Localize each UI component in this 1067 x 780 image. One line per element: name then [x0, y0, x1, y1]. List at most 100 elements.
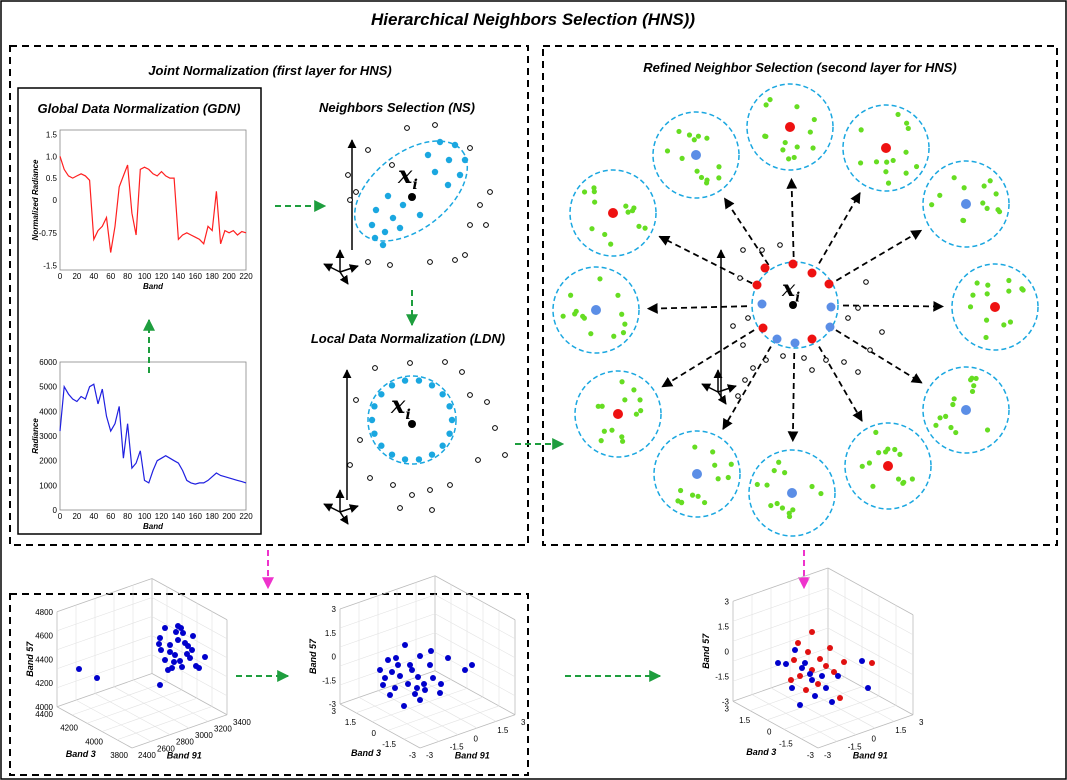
- scatter-point-blue: [812, 693, 818, 699]
- satellite-point: [790, 507, 796, 513]
- z-axis-label: Band 3: [746, 747, 776, 757]
- satellite-point: [622, 397, 628, 403]
- satellite-point: [619, 379, 625, 385]
- non-neighbor-point: [459, 369, 465, 375]
- scatter-point: [414, 685, 420, 691]
- box-edge: [817, 714, 914, 749]
- box-edge: [732, 700, 819, 749]
- box-edge: [434, 575, 516, 621]
- refined-selection-panel: [542, 45, 1058, 546]
- axis-arrow: [323, 263, 341, 273]
- x-tick-label: 0: [872, 734, 877, 743]
- satellite-point: [692, 444, 698, 450]
- x-tick-label: 80: [123, 512, 132, 521]
- z-tick-label: 0: [372, 729, 377, 738]
- ring-point: [826, 302, 836, 312]
- x-tick-label: -1.5: [848, 743, 862, 752]
- satellite-point: [768, 502, 774, 509]
- non-neighbor-point: [387, 262, 393, 268]
- scatter-point-blue: [807, 671, 813, 677]
- satellite-point: [712, 462, 718, 468]
- satellite-point: [636, 223, 642, 229]
- satellite-point: [960, 217, 966, 223]
- grid-line: [434, 632, 516, 678]
- non-neighbor-point: [367, 475, 373, 481]
- scatter-point-red: [837, 695, 843, 701]
- satellite-center: [961, 199, 971, 209]
- satellite-center: [608, 208, 618, 218]
- scatter-point: [180, 630, 186, 636]
- neighbor-point: [378, 391, 385, 398]
- non-neighbor-point: [745, 315, 751, 321]
- satellite-point: [695, 493, 701, 499]
- satellite-point: [764, 482, 770, 488]
- non-neighbor-point: [429, 507, 435, 513]
- neighbor-point: [436, 138, 444, 146]
- scatter-point-red: [791, 657, 797, 663]
- neighbor-arrow: [661, 329, 755, 388]
- satellite-point: [763, 133, 769, 140]
- satellite-point: [794, 104, 800, 110]
- scatter-point: [422, 687, 428, 693]
- neighbor-point: [416, 211, 424, 219]
- non-neighbor-point: [780, 353, 786, 359]
- satellite-point: [676, 128, 682, 135]
- y-tick-label: 0: [53, 196, 58, 205]
- satellite-point: [951, 175, 957, 181]
- satellite-point: [903, 170, 909, 176]
- non-neighbor-point: [442, 359, 448, 365]
- neighbor-point: [384, 192, 392, 200]
- scatter-point-blue: [802, 660, 808, 666]
- neighbor-point: [378, 442, 385, 449]
- z-tick-label: 1.5: [739, 716, 751, 725]
- x-tick-label: 3: [521, 718, 526, 727]
- satellite-point: [811, 116, 817, 123]
- refined-title: Refined Neighbor Selection (second layer…: [643, 60, 957, 75]
- x-tick-label: 180: [206, 512, 220, 521]
- satellite-point: [1020, 287, 1026, 293]
- satellite-point: [629, 208, 636, 214]
- grid-line: [339, 632, 436, 667]
- non-neighbor-point: [390, 482, 396, 488]
- neighbor-arrow: [835, 329, 923, 384]
- box-edge: [151, 578, 228, 621]
- non-neighbor-point: [740, 247, 746, 253]
- box-edge: [56, 706, 133, 749]
- satellite-point: [779, 505, 786, 511]
- satellite-point: [689, 492, 696, 498]
- satellite-point: [620, 330, 627, 336]
- satellite-point: [679, 155, 685, 161]
- ring-point: [788, 259, 798, 269]
- scatter-point: [171, 659, 177, 665]
- satellite-point: [892, 446, 898, 453]
- scatter-point-blue: [819, 673, 825, 679]
- grid-line: [387, 696, 484, 731]
- joint-normalization-panel: [9, 45, 529, 546]
- scatter-point: [427, 662, 433, 668]
- satellite-point: [1006, 277, 1012, 284]
- scatter-point-red: [803, 687, 809, 693]
- box-edge: [827, 667, 914, 716]
- z-tick-label: -3: [807, 751, 815, 760]
- neighbor-point: [424, 151, 432, 159]
- neighbor-arrow: [786, 177, 798, 258]
- scatter-point: [415, 674, 421, 680]
- grid-line: [415, 677, 497, 722]
- local-normalization-diagram: xi: [323, 359, 508, 525]
- satellite-center: [961, 405, 971, 415]
- box-edge: [131, 714, 228, 749]
- non-neighbor-point: [397, 505, 403, 511]
- axis-arrow: [339, 271, 349, 285]
- satellite-point: [1001, 322, 1007, 328]
- satellite-point: [895, 111, 901, 118]
- satellite-point: [698, 174, 705, 181]
- satellite-point: [623, 203, 629, 209]
- satellite-point: [704, 135, 710, 141]
- satellite-point: [901, 479, 907, 485]
- z-tick-label: 0: [767, 728, 772, 737]
- scatter-point: [380, 682, 386, 688]
- non-neighbor-point: [777, 242, 783, 248]
- satellite-point: [794, 144, 800, 150]
- satellite-point: [598, 438, 604, 444]
- grid-line: [94, 693, 171, 735]
